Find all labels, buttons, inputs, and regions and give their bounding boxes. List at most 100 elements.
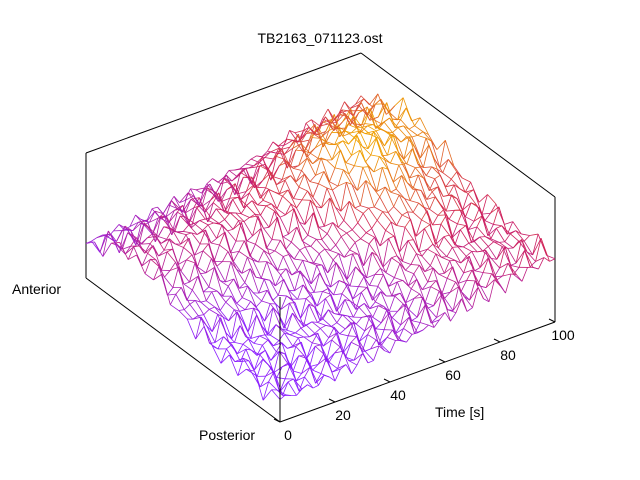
surface-mesh-segment [216,224,223,239]
surface-mesh-segment [394,277,403,281]
surface-mesh-segment [228,170,238,178]
surface-mesh-segment [427,243,434,250]
surface-mesh-segment [286,149,297,169]
surface-mesh-segment [304,212,314,225]
surface-mesh-segment [339,114,348,117]
surface-mesh-segment [540,238,550,262]
surface-mesh-segment [267,150,277,154]
surface-mesh-segment [299,221,306,225]
surface-mesh-segment [365,228,372,234]
surface-mesh-segment [304,376,314,389]
surface-mesh-segment [298,186,308,192]
surface-mesh-segment [165,200,172,218]
surface-mesh-segment [328,309,338,323]
surface-mesh-segment [389,340,396,354]
surface-mesh-segment [265,205,275,212]
surface-mesh-segment [459,188,469,194]
surface-mesh-segment [107,236,117,242]
surface-mesh-segment [315,206,322,209]
surface-mesh-segment [400,316,410,326]
surface-mesh-segment [410,264,420,266]
surface-mesh-segment [195,316,202,340]
surface-mesh-segment [255,228,262,245]
surface-mesh-segment [369,93,379,106]
surface-mesh-segment [279,179,286,194]
surface-mesh-segment [388,111,398,121]
surface-mesh-segment [327,262,337,274]
surface-mesh-segment [211,317,221,332]
x-axis-tick-mark [548,318,556,323]
surface-mesh-segment [270,165,280,181]
surface-mesh-segment [448,210,455,220]
surface-mesh-segment [284,146,291,155]
surface-mesh-segment [370,339,377,350]
surface-mesh-segment [292,355,300,372]
surface-mesh-segment [213,267,224,297]
surface-mesh-segment [311,321,318,323]
surface-mesh-segment [232,220,239,230]
surface-mesh-segment [354,150,361,166]
surface-mesh-segment [240,192,250,201]
surface-mesh-segment [314,328,321,334]
surface-mesh-segment [252,292,262,302]
surface-mesh-segment [373,131,383,156]
surface-mesh-segment [450,178,460,189]
surface-mesh-segment [168,204,178,209]
surface-mesh-segment [195,300,201,303]
surface-mesh-segment [177,232,187,235]
surface-mesh-segment [176,207,186,214]
surface-mesh-segment [194,262,204,293]
surface-mesh-segment [326,141,335,145]
surface-mesh-segment [523,235,530,242]
surface-mesh-segment [370,154,380,157]
surface-mesh-segment [405,288,412,303]
surface-mesh-segment [287,378,294,383]
surface-mesh-segment [207,222,214,226]
surface-mesh-segment [357,254,367,279]
surface-mesh-segment [278,351,289,364]
surface-mesh-segment [318,248,325,254]
surface-mesh-segment [312,342,321,346]
surface-mesh-segment [446,266,454,279]
surface-mesh-segment [256,349,266,356]
surface-mesh-segment [394,119,401,129]
surface-mesh-segment [219,244,229,252]
surface-mesh-segment [164,248,173,251]
surface-mesh-segment [424,286,432,303]
surface-mesh-segment [367,316,373,318]
surface-mesh-segment [472,287,479,308]
surface-mesh-segment [205,291,213,301]
surface-mesh-segment [367,137,377,150]
surface-mesh-segment [386,105,396,115]
surface-mesh-segment [434,178,444,197]
surface-mesh-segment [369,305,379,310]
surface-mesh-segment [414,296,423,299]
surface-mesh-segment [203,286,210,293]
surface-mesh-segment [379,156,386,161]
surface-mesh-segment [350,336,357,343]
surface-mesh-segment [366,103,376,116]
surface-mesh-segment [180,234,187,245]
surface-mesh-segment [322,291,332,295]
surface-mesh-segment [390,191,400,196]
surface-mesh-segment [422,324,429,331]
surface-mesh-segment [189,262,196,283]
surface-mesh-segment [513,274,523,282]
surface-mesh-segment [335,244,345,258]
surface-mesh-segment [339,299,346,315]
surface-mesh-segment [234,357,244,362]
surface-mesh-segment [429,196,436,210]
surface-mesh-segment [302,235,309,242]
surface-mesh-segment [185,207,195,214]
surface-mesh-segment [279,381,289,393]
surface-mesh-segment [381,167,392,193]
surface-mesh-segment [234,177,244,196]
surface-mesh-segment [247,314,257,332]
surface-mesh-segment [345,155,352,163]
surface-mesh-segment [412,174,419,190]
surface-mesh-segment [301,358,308,374]
surface-mesh-segment [185,234,195,256]
surface-mesh-segment [176,205,184,213]
surface-mesh-segment [538,257,545,270]
surface-mesh-segment [247,256,254,261]
